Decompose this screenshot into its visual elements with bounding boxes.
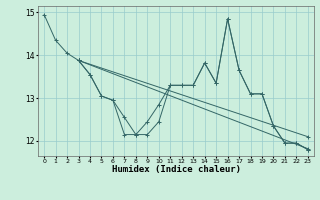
X-axis label: Humidex (Indice chaleur): Humidex (Indice chaleur): [111, 165, 241, 174]
